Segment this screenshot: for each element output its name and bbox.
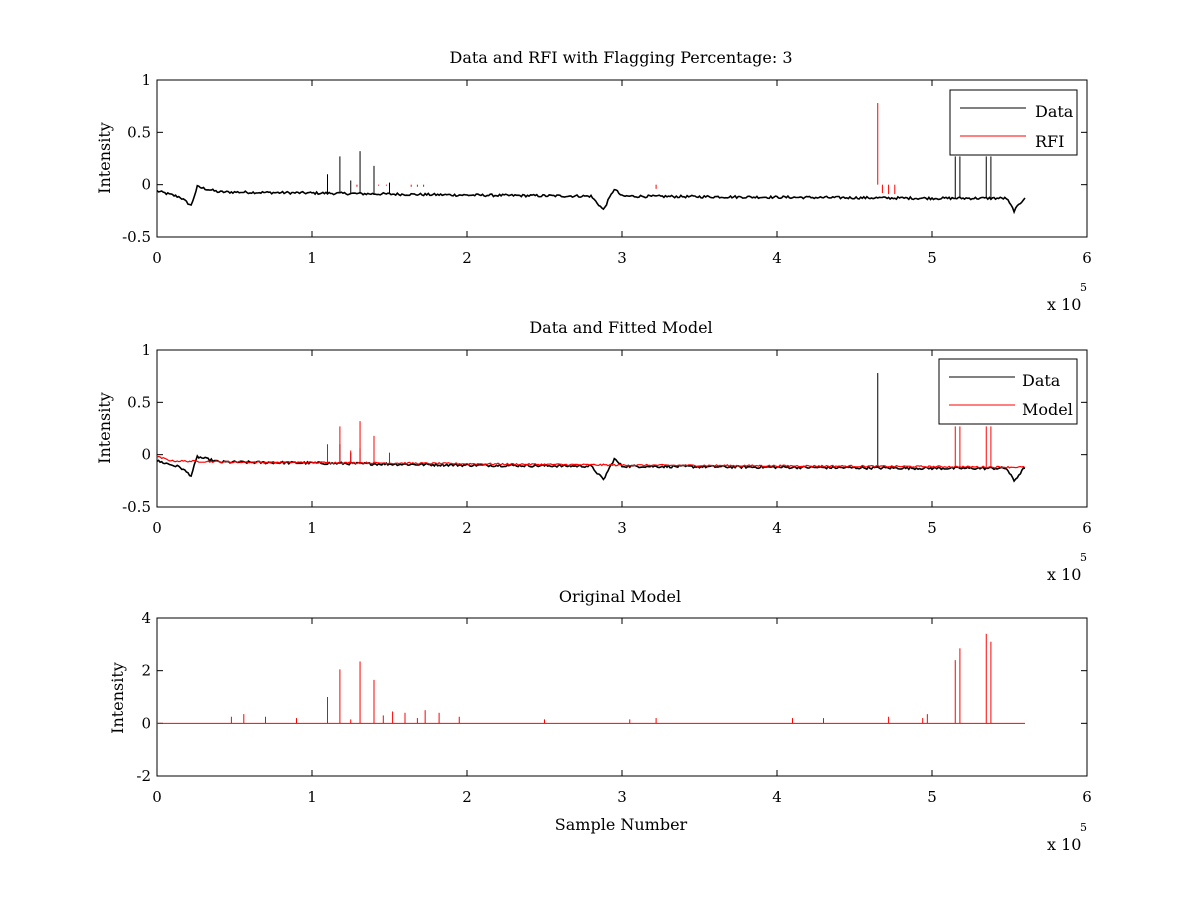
x-tick-label: 5 (927, 249, 937, 267)
subplot-1-x-exponent: 5 (1080, 281, 1087, 294)
y-tick-label: 4 (141, 609, 151, 627)
subplot-2-legend-model-label: Model (1022, 400, 1073, 419)
subplot-1-title: Data and RFI with Flagging Percentage: 3 (449, 48, 792, 67)
x-tick-label: 5 (927, 519, 937, 537)
subplot-3-x-multiplier: x 10 (1047, 835, 1081, 854)
subplot-3-plot-area (157, 633, 1025, 724)
x-tick-label: 3 (617, 249, 627, 267)
x-tick-label: 1 (307, 788, 317, 806)
x-tick-label: 2 (462, 519, 472, 537)
subplot-2-title: Data and Fitted Model (529, 318, 712, 337)
y-tick-label: -2 (136, 767, 151, 785)
subplot-2-x-multiplier: x 10 (1047, 565, 1081, 584)
x-tick-label: 2 (462, 788, 472, 806)
x-tick-label: 1 (307, 519, 317, 537)
subplot-1-ylabel: Intensity (95, 122, 114, 194)
subplot-1-plot-area (156, 103, 1026, 215)
y-tick-label: 1 (141, 71, 151, 89)
subplot-1-legend: Data RFI (949, 89, 1078, 156)
y-tick-label: 0 (141, 714, 151, 732)
subplot-1-legend-rfi-label: RFI (1035, 132, 1064, 151)
subplot-1: Data and RFI with Flagging Percentage: 3… (95, 48, 1092, 314)
y-tick-label: 0.5 (127, 393, 151, 411)
x-tick-label: 6 (1082, 249, 1092, 267)
subplot-2-plot-area (156, 373, 1026, 483)
subplot-1-x-multiplier: x 10 (1047, 295, 1081, 314)
y-tick-label: 0 (141, 176, 151, 194)
subplot-1-legend-data-label: Data (1035, 102, 1074, 121)
subplot-3-title: Original Model (559, 587, 681, 606)
y-tick-label: 2 (141, 662, 151, 680)
x-tick-label: 5 (927, 788, 937, 806)
y-tick-label: 0 (141, 446, 151, 464)
y-tick-label: -0.5 (122, 498, 151, 516)
subplot-2-legend: Data Model (938, 358, 1078, 425)
subplot-3-xlabel: Sample Number (555, 815, 688, 834)
y-tick-label: 0.5 (127, 123, 151, 141)
subplot-2-x-exponent: 5 (1080, 551, 1087, 564)
x-tick-label: 3 (617, 788, 627, 806)
subplot-2: Data and Fitted Model Intensity 0 1 2 3 4 5 6 -… (95, 318, 1092, 584)
subplot-2-legend-data-label: Data (1022, 371, 1061, 390)
x-tick-label: 4 (772, 788, 782, 806)
subplot-2-ylabel: Intensity (95, 392, 114, 464)
subplot-2-ticks: 0 1 2 3 4 5 6-0.500.51 (122, 341, 1092, 537)
series-data-line (156, 184, 1026, 215)
subplot-2-legend-box (938, 358, 1078, 425)
x-tick-label: 6 (1082, 519, 1092, 537)
x-tick-label: 2 (462, 249, 472, 267)
subplot-1-ticks: 0 1 2 3 4 5 6-0.500.51 (122, 71, 1092, 267)
subplot-3-axes-box (156, 617, 1088, 777)
subplot-1-legend-box (949, 89, 1078, 156)
x-tick-label: 4 (772, 519, 782, 537)
x-tick-label: 0 (152, 519, 162, 537)
x-tick-label: 4 (772, 249, 782, 267)
subplot-3-x-exponent: 5 (1080, 821, 1087, 834)
subplot-3-ylabel: Intensity (108, 662, 127, 734)
x-tick-label: 1 (307, 249, 317, 267)
y-tick-label: 1 (141, 341, 151, 359)
subplot-2-axes-box (156, 349, 1088, 508)
series-model-line (156, 455, 1026, 469)
subplot-1-axes-box (156, 79, 1088, 238)
x-tick-label: 0 (152, 249, 162, 267)
x-tick-label: 6 (1082, 788, 1092, 806)
x-tick-label: 0 (152, 788, 162, 806)
series-data-line (156, 454, 1026, 483)
y-tick-label: -0.5 (122, 228, 151, 246)
x-tick-label: 3 (617, 519, 627, 537)
